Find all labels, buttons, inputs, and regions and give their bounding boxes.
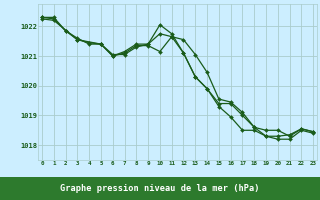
- Text: Graphe pression niveau de la mer (hPa): Graphe pression niveau de la mer (hPa): [60, 184, 260, 193]
